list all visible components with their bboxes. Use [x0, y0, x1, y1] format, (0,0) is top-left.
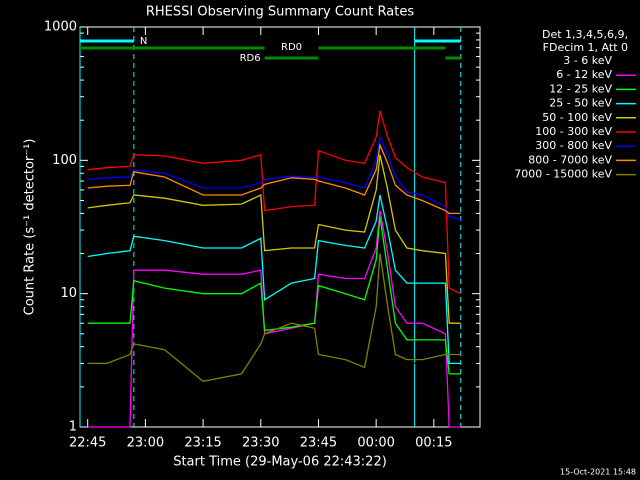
- series-line: [87, 221, 461, 375]
- x-tick-label: 23:15: [184, 436, 221, 451]
- legend-label: 50 - 100 keV: [542, 111, 612, 124]
- plot-frame: [79, 26, 481, 428]
- legend-label: 25 - 50 keV: [549, 97, 612, 110]
- legend-label: 6 - 12 keV: [556, 68, 612, 81]
- series-line: [87, 154, 461, 324]
- x-axis-label: Start Time (29-May-06 22:43:22): [173, 455, 387, 470]
- legend-label: 12 - 25 keV: [549, 82, 612, 95]
- x-tick-label: 23:00: [127, 436, 164, 451]
- x-tick-label: 23:30: [242, 436, 279, 451]
- legend-label: 100 - 300 keV: [535, 125, 612, 138]
- x-tick-label: 22:45: [69, 436, 106, 451]
- series-line: [87, 216, 461, 375]
- y-tick-label: 1: [69, 420, 77, 435]
- y-tick-label: 1000: [44, 20, 77, 35]
- series-line: [87, 210, 461, 428]
- legend-label: 300 - 800 keV: [535, 139, 612, 152]
- series-line: [87, 194, 461, 365]
- flag-label: RD0: [281, 42, 302, 53]
- series-line: [87, 142, 461, 215]
- legend-header: Det 1,3,4,5,6,9,: [542, 28, 628, 41]
- x-tick-label: 23:45: [300, 436, 337, 451]
- legend-header: FDecim 1, Att 0: [543, 41, 628, 54]
- series-line: [87, 110, 462, 295]
- y-tick-label: 10: [60, 286, 77, 301]
- flag-label: N: [140, 36, 147, 47]
- series-line: [87, 134, 461, 221]
- y-tick-label: 100: [52, 153, 77, 168]
- x-tick-label: 00:15: [415, 436, 452, 451]
- legend-label: 7000 - 15000 keV: [514, 168, 612, 181]
- x-tick-label: 00:00: [357, 436, 394, 451]
- legend-label: 3 - 6 keV: [563, 54, 612, 67]
- flag-label: RD6: [240, 53, 261, 64]
- series-line: [87, 253, 461, 382]
- legend-label: 800 - 7000 keV: [528, 153, 612, 166]
- y-axis-label: Count Rate (s⁻¹ detector⁻¹): [23, 139, 38, 316]
- footer: 15-Oct-2021 15:48: [560, 468, 636, 477]
- chart-title: RHESSI Observing Summary Count Rates: [146, 5, 415, 20]
